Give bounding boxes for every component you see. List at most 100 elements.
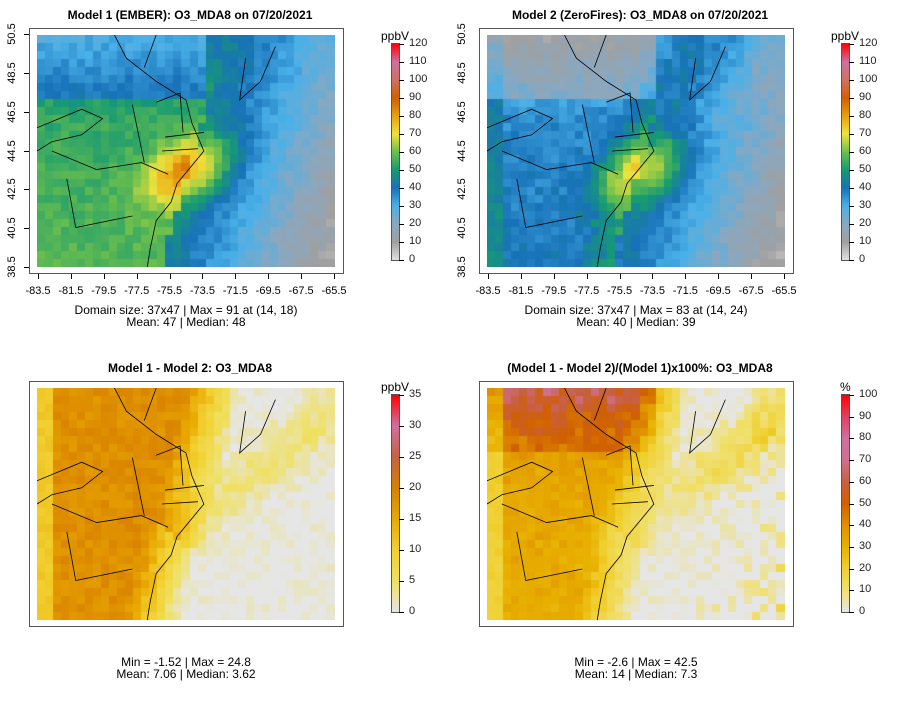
colorbar-tick	[399, 612, 404, 613]
x-tick-label: -75.5	[607, 285, 633, 297]
y-tick-label: 40.5	[456, 217, 468, 239]
colorbar-tick-label: 30	[859, 199, 872, 211]
colorbar-tick	[849, 568, 854, 570]
x-tick-label: -67.5	[738, 285, 764, 297]
colorbar-tick	[399, 98, 404, 99]
colorbar-tick	[399, 206, 404, 207]
colorbar-tick	[399, 152, 404, 153]
colorbar-tick-label: 40	[409, 181, 422, 193]
colorbar-tick	[849, 260, 854, 261]
y-tick	[24, 228, 29, 230]
colorbar-tick	[399, 224, 404, 225]
colorbar-tick-label: 70	[859, 453, 872, 466]
x-tick	[70, 274, 72, 279]
colorbar-tick	[399, 550, 404, 551]
colorbar-tick-label: 0	[859, 253, 866, 265]
colorbar-tick	[399, 134, 404, 135]
x-tick	[301, 274, 303, 279]
x-tick-label: -81.5	[58, 285, 84, 297]
colorbar-tick	[849, 481, 854, 483]
colorbar-tick-label: 50	[859, 496, 872, 509]
y-tick-label: 48.5	[456, 62, 468, 84]
colorbar-tick	[399, 395, 404, 396]
colorbar-tick-label: 40	[859, 518, 872, 531]
panel-title: (Model 1 - Model 2)/(Model 1)x100%: O3_M…	[507, 361, 773, 375]
colorbar-tick	[849, 460, 854, 462]
colorbar-tick	[849, 416, 854, 418]
stats-line: Min = -1.52 | Max = 24.8	[121, 655, 251, 669]
panel-title: Model 1 (EMBER): O3_MDA8 on 07/20/2021	[67, 8, 313, 22]
x-tick	[334, 274, 335, 279]
x-tick-label: -69.5	[705, 285, 731, 297]
x-tick	[520, 274, 522, 279]
y-tick-label: 50.5	[6, 23, 18, 45]
colorbar-tick-label: 20	[409, 481, 422, 493]
colorbar-tick	[849, 590, 854, 592]
colorbar-tick-label: 30	[859, 539, 872, 552]
colorbar-tick-label: 90	[859, 91, 872, 103]
x-tick-label: -73.5	[639, 285, 665, 297]
stats-line: Domain size: 37x47 | Max = 91 at (14, 18…	[74, 303, 298, 317]
colorbar-tick-label: 0	[859, 605, 866, 617]
colorbar-unit: ppbV	[381, 29, 410, 43]
stats-line: Mean: 7.06 | Median: 3.62	[116, 667, 256, 681]
x-tick-label: -69.5	[255, 285, 281, 297]
stats-line: Min = -2.6 | Max = 42.5	[574, 655, 698, 669]
panel-title: Model 2 (ZeroFires): O3_MDA8 on 07/20/20…	[511, 8, 769, 22]
colorbar-tick-label: 10	[409, 543, 422, 555]
x-tick-label: -77.5	[124, 285, 150, 297]
colorbar-tick	[399, 170, 404, 171]
map-heatmap	[487, 388, 785, 620]
y-tick	[24, 72, 29, 74]
colorbar-tick-label: 40	[859, 181, 872, 193]
colorbar-tick	[399, 242, 404, 243]
colorbar-tick-label: 90	[859, 409, 872, 422]
y-tick	[24, 34, 29, 35]
x-tick	[103, 274, 105, 279]
colorbar-tick-label: 30	[409, 419, 422, 431]
x-tick	[268, 274, 270, 279]
colorbar	[391, 394, 400, 613]
colorbar-tick-label: 20	[409, 217, 422, 229]
colorbar-tick	[849, 134, 854, 135]
colorbar-tick	[849, 188, 854, 189]
colorbar-tick	[399, 44, 404, 45]
x-tick	[652, 274, 654, 279]
x-tick	[751, 274, 753, 279]
x-tick	[202, 274, 204, 279]
colorbar-tick-label: 0	[409, 253, 416, 265]
x-tick-label: -79.5	[541, 285, 567, 297]
colorbar-tick-label: 70	[409, 127, 422, 139]
x-tick-label: -75.5	[157, 285, 183, 297]
colorbar-tick-label: 50	[409, 163, 422, 175]
x-tick	[488, 274, 489, 279]
x-tick	[235, 274, 237, 279]
colorbar-tick-label: 100	[859, 73, 878, 85]
colorbar-tick-label: 20	[859, 561, 872, 574]
x-tick	[136, 274, 138, 279]
colorbar-tick	[849, 80, 854, 81]
colorbar-tick-label: 110	[859, 55, 877, 67]
colorbar-tick	[399, 519, 404, 520]
x-tick-label: -65.5	[771, 285, 797, 297]
y-tick	[24, 111, 29, 113]
colorbar-tick-label: 10	[409, 235, 422, 247]
x-tick	[553, 274, 555, 279]
colorbar-tick	[849, 170, 854, 171]
y-tick-label: 40.5	[6, 217, 18, 239]
colorbar-tick	[849, 395, 854, 396]
x-tick-label: -65.5	[321, 285, 347, 297]
colorbar-tick	[849, 98, 854, 99]
x-tick	[169, 274, 171, 279]
y-tick-label: 48.5	[6, 62, 18, 84]
x-tick	[718, 274, 720, 279]
colorbar-tick	[399, 260, 404, 261]
panel-title: Model 1 - Model 2: O3_MDA8	[107, 361, 273, 375]
stats-line: Mean: 47 | Median: 48	[126, 315, 246, 329]
colorbar-tick-label: 80	[409, 109, 422, 121]
colorbar-tick	[849, 438, 854, 440]
y-tick-label: 42.5	[456, 178, 468, 201]
y-tick-label: 38.5	[6, 256, 18, 278]
colorbar-tick	[849, 224, 854, 225]
colorbar-tick	[849, 44, 854, 45]
